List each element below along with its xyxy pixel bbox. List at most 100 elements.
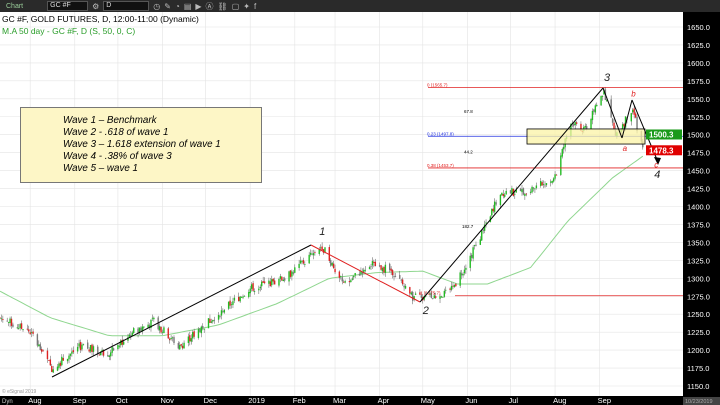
candle-body bbox=[314, 252, 316, 254]
ma50-line bbox=[0, 155, 644, 337]
candle-body bbox=[0, 317, 1, 319]
candle-body bbox=[414, 293, 417, 295]
candle-body bbox=[539, 181, 542, 186]
candle-body bbox=[439, 296, 441, 299]
candle-body bbox=[284, 278, 286, 281]
candle-body bbox=[532, 187, 535, 189]
x-tick-label: Dec bbox=[204, 396, 218, 405]
alert-icon[interactable]: Ⓐ bbox=[205, 1, 214, 11]
note-line: Wave 3 – 1.618 extension of wave 1 bbox=[63, 139, 221, 150]
candle-body bbox=[322, 249, 325, 253]
candle-body bbox=[594, 105, 597, 113]
comment-icon[interactable]: ▢ bbox=[231, 1, 240, 11]
note-line: Wave 1 – Benchmark bbox=[63, 115, 157, 126]
candle-body bbox=[111, 347, 113, 353]
candle-body bbox=[502, 194, 504, 197]
candle-body bbox=[495, 202, 497, 205]
symbol-select[interactable]: GC #F bbox=[47, 1, 89, 11]
candle-body bbox=[430, 292, 433, 298]
candle-body bbox=[348, 281, 351, 283]
candle-body bbox=[7, 322, 10, 323]
candle-body bbox=[561, 149, 563, 157]
candle-body bbox=[328, 247, 331, 261]
fib-label: 0 (1565.7) bbox=[427, 83, 448, 88]
candle-body bbox=[120, 340, 122, 346]
candle-body bbox=[117, 344, 119, 350]
tag-price-tag bbox=[646, 129, 682, 140]
candle-body bbox=[230, 304, 233, 306]
date-box bbox=[683, 397, 720, 405]
study-icon[interactable]: ▤ bbox=[183, 1, 192, 11]
candle-body bbox=[524, 193, 526, 196]
candle-body bbox=[187, 336, 190, 343]
candle-body bbox=[462, 273, 464, 276]
candle-body bbox=[61, 356, 63, 366]
candle-body bbox=[168, 338, 171, 341]
candle-body bbox=[363, 269, 365, 273]
candle-body bbox=[368, 267, 371, 270]
play-icon[interactable]: ▶ bbox=[195, 1, 202, 11]
candle-body bbox=[319, 247, 322, 249]
wave-3-line bbox=[419, 87, 604, 303]
candle-body bbox=[621, 124, 624, 130]
y-tick-label: 1575.0 bbox=[687, 77, 710, 86]
candle-body bbox=[42, 350, 44, 352]
wave-label: 2 bbox=[422, 305, 429, 317]
candle-body bbox=[222, 311, 224, 313]
interval-select[interactable]: D bbox=[103, 1, 150, 11]
candle-body bbox=[483, 224, 486, 231]
candle-body bbox=[107, 355, 109, 357]
candle-body bbox=[443, 290, 446, 297]
candle-body bbox=[278, 278, 280, 286]
candle-body bbox=[243, 295, 246, 297]
candle-body bbox=[102, 350, 105, 356]
y-tick-label: 1250.0 bbox=[687, 310, 710, 319]
candle-body bbox=[493, 201, 496, 212]
candle-body bbox=[26, 328, 29, 330]
link-icon[interactable]: ⛓ bbox=[217, 1, 228, 11]
candle-body bbox=[340, 276, 342, 277]
candle-body bbox=[380, 265, 382, 270]
candle-body bbox=[400, 279, 402, 281]
candle-body bbox=[163, 327, 165, 334]
candle-body bbox=[509, 190, 512, 194]
y-tick-label: 1400.0 bbox=[687, 203, 710, 212]
clock-icon[interactable]: ◷ bbox=[153, 1, 161, 11]
toolbar: Chart GC #F ⚙ D ◷ ✎ ◔ ▤ ▶ Ⓐ ⛓ ▢ ✦ f bbox=[0, 0, 720, 12]
tag-price-label: 1500.3 bbox=[649, 130, 674, 139]
candle-body bbox=[491, 208, 493, 216]
candle-body bbox=[551, 180, 553, 183]
candle-body bbox=[560, 155, 562, 175]
candle-body bbox=[545, 183, 548, 186]
candle-body bbox=[624, 116, 627, 128]
settings-icon[interactable]: ⚙ bbox=[92, 1, 100, 11]
candle-body bbox=[634, 113, 637, 118]
candle-body bbox=[459, 272, 461, 286]
candle-body bbox=[0, 318, 3, 320]
facebook-icon[interactable]: f bbox=[253, 1, 257, 11]
fib-label: 1 (1275.7) bbox=[420, 291, 441, 296]
note-line: Wave 5 – wave 1 bbox=[63, 163, 138, 174]
candle-body bbox=[6, 320, 8, 322]
candle-body bbox=[138, 327, 141, 334]
candle-body bbox=[180, 344, 182, 346]
candle-body bbox=[131, 332, 133, 336]
dyn-label: Dyn bbox=[2, 399, 13, 405]
candle-body bbox=[261, 281, 263, 287]
candle-body bbox=[193, 331, 195, 337]
pencil-icon[interactable]: ✎ bbox=[164, 1, 171, 11]
twitter-icon[interactable]: ✦ bbox=[243, 1, 250, 11]
candle-body bbox=[170, 337, 172, 340]
chart-title: GC #F, GOLD FUTURES, D, 12:00-11:00 (Dyn… bbox=[2, 14, 199, 24]
candle-body bbox=[584, 125, 586, 128]
candle-body bbox=[118, 345, 121, 347]
candle-body bbox=[173, 337, 175, 344]
candle-body bbox=[390, 268, 392, 272]
candle-body bbox=[580, 123, 582, 131]
candle-body bbox=[279, 276, 282, 279]
candle-body bbox=[76, 346, 79, 352]
y-tick-label: 1375.0 bbox=[687, 220, 710, 229]
indicator-icon[interactable]: ◔ bbox=[174, 1, 180, 11]
candle-body bbox=[62, 358, 64, 361]
